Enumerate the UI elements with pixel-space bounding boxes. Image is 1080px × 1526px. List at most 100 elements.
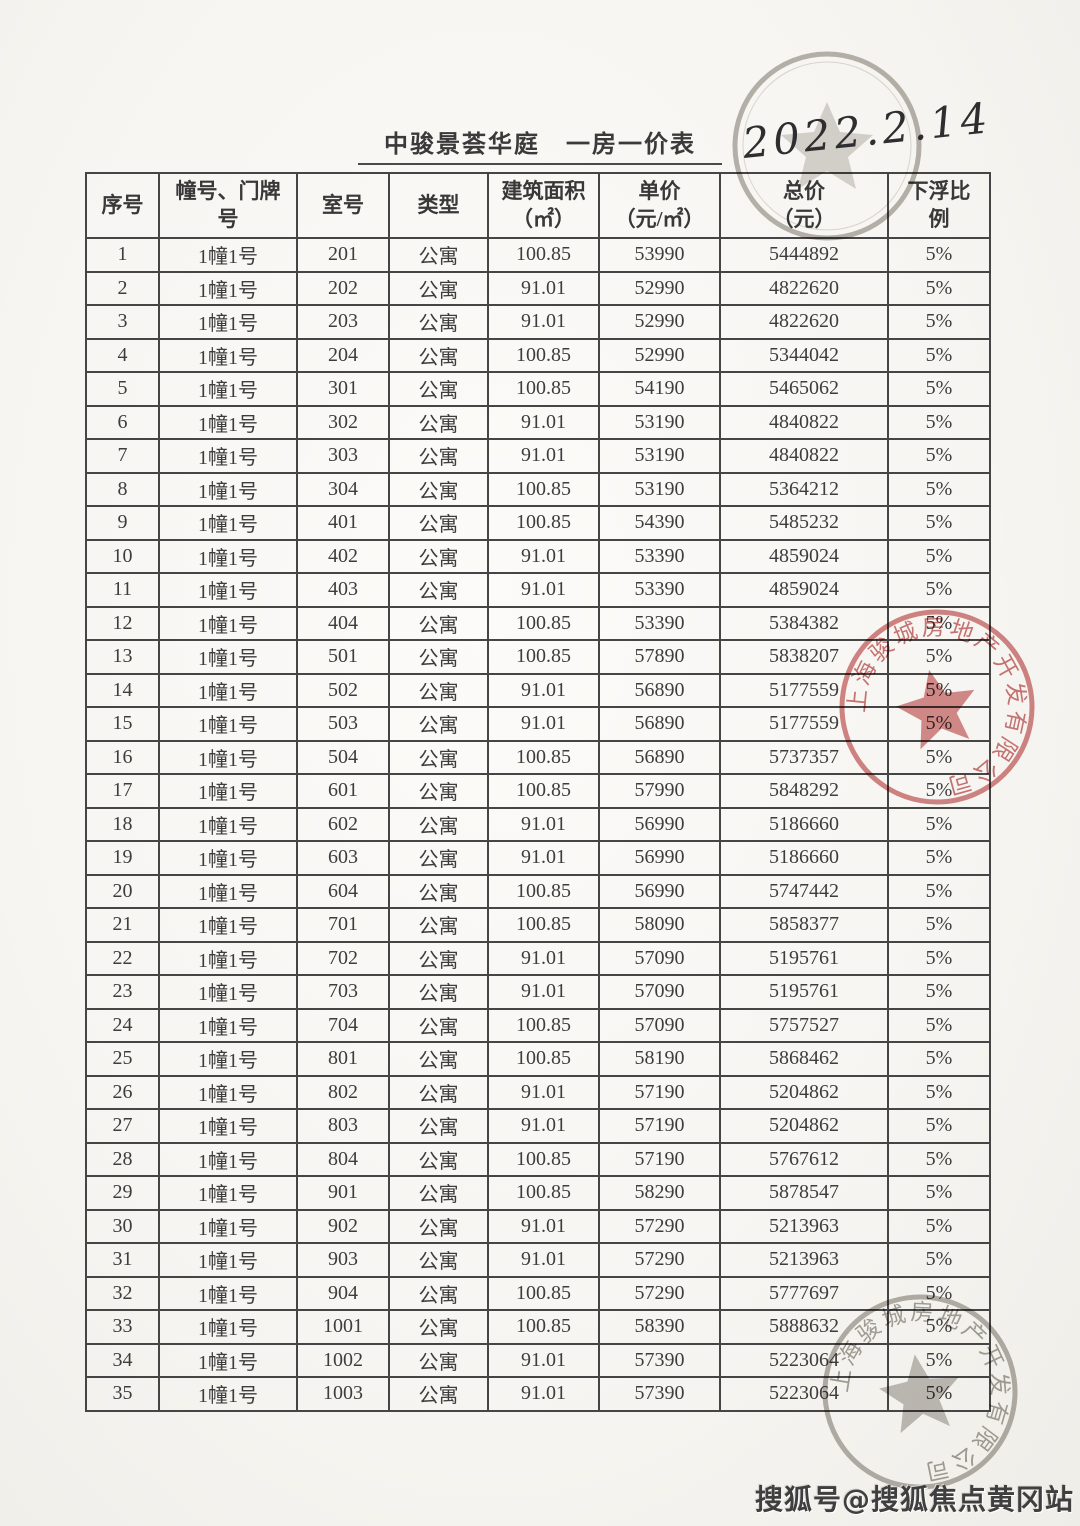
cell-building: 1幢1号 (158, 1242, 298, 1278)
cell-unit_price: 58390 (598, 1309, 721, 1345)
cell-area: 91.01 (487, 974, 600, 1010)
cell-unit_price: 56990 (598, 873, 721, 909)
cell-ratio: 5% (887, 974, 991, 1010)
cell-no: 14 (85, 672, 160, 708)
table-row: 33 1幢1号 1001 公寓 100.85 58390 5888632 5% (85, 1309, 991, 1345)
cell-room: 302 (296, 404, 390, 440)
cell-type: 公寓 (388, 337, 489, 373)
cell-building: 1幢1号 (158, 840, 298, 876)
cell-total_price: 5848292 (719, 773, 889, 809)
cell-ratio: 5% (887, 940, 991, 976)
cell-type: 公寓 (388, 471, 489, 507)
cell-ratio: 5% (887, 1108, 991, 1144)
cell-unit_price: 56990 (598, 840, 721, 876)
cell-room: 201 (296, 237, 390, 273)
cell-no: 24 (85, 1007, 160, 1043)
cell-type: 公寓 (388, 1041, 489, 1077)
cell-no: 2 (85, 270, 160, 306)
cell-total_price: 5186660 (719, 840, 889, 876)
cell-type: 公寓 (388, 572, 489, 608)
cell-unit_price: 57390 (598, 1376, 721, 1412)
cell-no: 12 (85, 605, 160, 641)
cell-building: 1幢1号 (158, 1007, 298, 1043)
cell-no: 23 (85, 974, 160, 1010)
table-row: 28 1幢1号 804 公寓 100.85 57190 5767612 5% (85, 1141, 991, 1177)
cell-area: 100.85 (487, 1309, 600, 1345)
cell-unit_price: 52990 (598, 304, 721, 340)
cell-no: 31 (85, 1242, 160, 1278)
table-row: 35 1幢1号 1003 公寓 91.01 57390 5223064 5% (85, 1376, 991, 1412)
table-row: 30 1幢1号 902 公寓 91.01 57290 5213963 5% (85, 1208, 991, 1244)
cell-area: 100.85 (487, 505, 600, 541)
cell-no: 18 (85, 806, 160, 842)
cell-room: 802 (296, 1074, 390, 1110)
price-table: 序号 幢号、门牌 号室号 类型 建筑面积 （㎡） 单价 （元/㎡） 总价 （元） 下浮比 例… (85, 172, 991, 1412)
cell-room: 1001 (296, 1309, 390, 1345)
cell-building: 1幢1号 (158, 404, 298, 440)
cell-total_price: 5223064 (719, 1342, 889, 1378)
cell-building: 1幢1号 (158, 1175, 298, 1211)
cell-unit_price: 57090 (598, 940, 721, 976)
cell-ratio: 5% (887, 337, 991, 373)
table-row: 34 1幢1号 1002 公寓 91.01 57390 5223064 5% (85, 1342, 991, 1378)
cell-total_price: 5213963 (719, 1208, 889, 1244)
cell-ratio: 5% (887, 1175, 991, 1211)
table-row: 9 1幢1号 401 公寓 100.85 54390 5485232 5% (85, 505, 991, 541)
cell-ratio: 5% (887, 907, 991, 943)
cell-area: 91.01 (487, 672, 600, 708)
cell-room: 304 (296, 471, 390, 507)
cell-room: 602 (296, 806, 390, 842)
table-row: 5 1幢1号 301 公寓 100.85 54190 5465062 5% (85, 371, 991, 407)
cell-total_price: 5177559 (719, 706, 889, 742)
column-header-room: 室号 (296, 172, 390, 239)
cell-type: 公寓 (388, 840, 489, 876)
price-table-body: 1 1幢1号 201 公寓 100.85 53990 5444892 5% 2 1幢1号 202 公寓… (85, 237, 991, 1412)
cell-unit_price: 53390 (598, 605, 721, 641)
cell-total_price: 5344042 (719, 337, 889, 373)
cell-building: 1幢1号 (158, 1309, 298, 1345)
cell-room: 702 (296, 940, 390, 976)
cell-building: 1幢1号 (158, 304, 298, 340)
cell-room: 303 (296, 438, 390, 474)
cell-building: 1幢1号 (158, 1041, 298, 1077)
cell-ratio: 5% (887, 672, 991, 708)
cell-no: 17 (85, 773, 160, 809)
cell-total_price: 4840822 (719, 438, 889, 474)
cell-room: 403 (296, 572, 390, 608)
cell-no: 21 (85, 907, 160, 943)
cell-room: 904 (296, 1275, 390, 1311)
cell-no: 1 (85, 237, 160, 273)
cell-building: 1幢1号 (158, 1108, 298, 1144)
cell-ratio: 5% (887, 1141, 991, 1177)
cell-ratio: 5% (887, 371, 991, 407)
table-row: 11 1幢1号 403 公寓 91.01 53390 4859024 5% (85, 572, 991, 608)
cell-total_price: 4859024 (719, 572, 889, 608)
cell-room: 902 (296, 1208, 390, 1244)
cell-building: 1幢1号 (158, 739, 298, 775)
cell-building: 1幢1号 (158, 806, 298, 842)
cell-no: 20 (85, 873, 160, 909)
cell-total_price: 5213963 (719, 1242, 889, 1278)
cell-building: 1幢1号 (158, 471, 298, 507)
cell-total_price: 5177559 (719, 672, 889, 708)
cell-area: 100.85 (487, 237, 600, 273)
cell-ratio: 5% (887, 1376, 991, 1412)
cell-ratio: 5% (887, 1007, 991, 1043)
cell-room: 503 (296, 706, 390, 742)
cell-building: 1幢1号 (158, 337, 298, 373)
cell-type: 公寓 (388, 1175, 489, 1211)
cell-total_price: 5384382 (719, 605, 889, 641)
cell-type: 公寓 (388, 1108, 489, 1144)
cell-area: 91.01 (487, 1108, 600, 1144)
cell-area: 100.85 (487, 639, 600, 675)
table-row: 1 1幢1号 201 公寓 100.85 53990 5444892 5% (85, 237, 991, 273)
cell-unit_price: 56890 (598, 706, 721, 742)
cell-building: 1幢1号 (158, 639, 298, 675)
cell-no: 27 (85, 1108, 160, 1144)
cell-room: 701 (296, 907, 390, 943)
cell-unit_price: 53190 (598, 404, 721, 440)
cell-area: 91.01 (487, 1376, 600, 1412)
cell-ratio: 5% (887, 1309, 991, 1345)
column-header-total_price: 总价 （元） (719, 172, 889, 239)
